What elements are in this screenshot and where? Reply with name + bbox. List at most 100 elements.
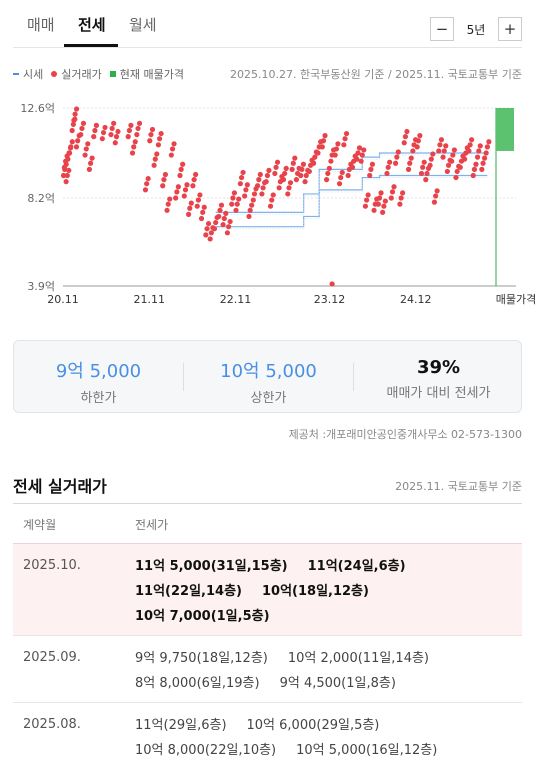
- actual-price-point: [259, 191, 265, 197]
- actual-price-point: [142, 187, 149, 193]
- actual-price-point: [480, 160, 486, 166]
- actual-price-point: [267, 203, 274, 209]
- actual-price-point: [88, 160, 94, 166]
- deal-item: 11억(29일,6층): [135, 718, 227, 733]
- row-deals: 9억 9,750(18일,12층) 10억 2,000(11일,14층) 8억 8,…: [135, 636, 505, 702]
- deal-item: 10억 8,000(22일,10층): [135, 743, 277, 758]
- actual-price-point: [287, 180, 294, 186]
- actual-price-point: [339, 169, 345, 176]
- actual-price-point: [233, 207, 239, 213]
- actual-price-point: [395, 149, 401, 155]
- deal-item: 11억 5,000(31일,15층): [135, 559, 288, 574]
- summary-divider: [353, 363, 354, 391]
- actual-price-point: [128, 122, 134, 128]
- actual-price-point: [462, 156, 468, 162]
- actual-price-point: [398, 195, 404, 201]
- x-tick-label: 21.11: [134, 293, 166, 306]
- legend-actual-price: 실거래가: [61, 68, 102, 81]
- actual-price-point: [325, 170, 331, 177]
- actual-price-point: [99, 136, 105, 142]
- actual-price-point: [223, 210, 229, 216]
- actual-price-point: [229, 201, 235, 207]
- actual-price-point: [244, 182, 250, 188]
- actual-price-point: [388, 195, 394, 201]
- actual-price-point: [129, 150, 136, 156]
- current-listing-label: 매물가격: [496, 293, 536, 306]
- tab-sale[interactable]: 매매: [27, 16, 55, 34]
- actual-price-point: [175, 184, 181, 190]
- actual-price-point: [71, 117, 77, 123]
- actual-price-point: [479, 166, 485, 172]
- actual-price-point: [474, 154, 481, 160]
- actual-price-point: [329, 281, 335, 287]
- actual-price-point: [134, 131, 140, 138]
- actual-price-point: [190, 183, 196, 189]
- chart-source-note: 2025.10.27. 한국부동산원 기준 / 2025.11. 국토교통부 기…: [230, 68, 522, 81]
- actual-price-point: [332, 152, 338, 158]
- actual-price-point: [270, 192, 276, 198]
- actual-price-point: [201, 204, 207, 210]
- chart-legend: 시세 실거래가 현재 매물가격: [13, 66, 184, 82]
- actual-price-point: [158, 130, 164, 137]
- actual-price-point: [437, 142, 443, 148]
- actual-price-point: [234, 201, 240, 207]
- actual-price-point: [211, 226, 218, 232]
- actual-price-point: [217, 207, 223, 213]
- actual-price-point: [126, 127, 133, 134]
- actual-price-point: [80, 120, 87, 126]
- actual-price-point: [194, 203, 200, 209]
- high-price-cell: 10억 5,000 상한가: [184, 341, 353, 414]
- actual-price-point: [401, 140, 407, 146]
- actual-price-point: [164, 207, 170, 213]
- actual-price-point: [434, 188, 440, 194]
- x-tick-label: 20.11: [47, 293, 79, 306]
- actual-price-point: [266, 167, 272, 174]
- actual-price-point: [333, 146, 340, 152]
- actual-price-point: [371, 207, 377, 213]
- actual-price-point: [364, 197, 370, 203]
- actual-price-point: [274, 159, 281, 165]
- period-decrease-button[interactable]: −: [430, 17, 454, 41]
- current-listing-range: [496, 108, 514, 151]
- actual-price-point: [289, 166, 295, 172]
- high-price-label: 상한가: [250, 391, 287, 406]
- table-row: 2025.09. 9억 9,750(18일,12층) 10억 2,000(11일,1…: [13, 635, 522, 702]
- actual-price-point: [483, 150, 489, 156]
- actual-price-point: [147, 138, 153, 144]
- actual-price-point: [198, 215, 205, 222]
- actual-price-point: [187, 205, 193, 211]
- actual-price-point: [247, 207, 253, 213]
- tab-jeonse[interactable]: 전세: [78, 16, 106, 34]
- deal-item: 10억 6,000(29일,5층): [246, 718, 380, 733]
- period-increase-button[interactable]: +: [498, 17, 522, 41]
- actual-price-point: [161, 177, 167, 183]
- actual-price-point: [453, 174, 459, 181]
- actual-price-point: [451, 147, 457, 153]
- low-price-cell: 9억 5,000 하한가: [14, 341, 183, 414]
- actual-price-point: [272, 170, 278, 177]
- actual-price-point: [72, 111, 78, 117]
- table-row: 2025.08. 11억(29일,6층) 10억 6,000(29일,5층) 10억 …: [13, 702, 522, 761]
- actual-price-point: [231, 190, 238, 196]
- actual-price-point: [358, 158, 364, 164]
- deal-item: 10억 2,000(11일,14층): [287, 651, 430, 666]
- actual-price-point: [486, 139, 492, 145]
- tab-monthly-rent[interactable]: 월세: [129, 16, 157, 34]
- actual-price-point: [430, 151, 436, 157]
- actual-price-point: [204, 226, 210, 232]
- actual-price-point: [341, 142, 347, 148]
- actual-price-point: [376, 195, 383, 201]
- low-price-label: 하한가: [80, 391, 117, 406]
- actual-price-point: [405, 166, 412, 172]
- actual-price-point: [467, 142, 473, 148]
- actual-price-point: [226, 224, 232, 230]
- actual-price-point: [440, 154, 446, 160]
- actual-price-point: [299, 166, 305, 172]
- actual-price-point: [157, 136, 163, 142]
- actual-price-swatch: [51, 71, 58, 77]
- actual-price-point: [326, 165, 332, 171]
- actual-price-point: [203, 232, 209, 238]
- actual-price-point: [182, 187, 189, 193]
- actual-price-point: [457, 164, 463, 170]
